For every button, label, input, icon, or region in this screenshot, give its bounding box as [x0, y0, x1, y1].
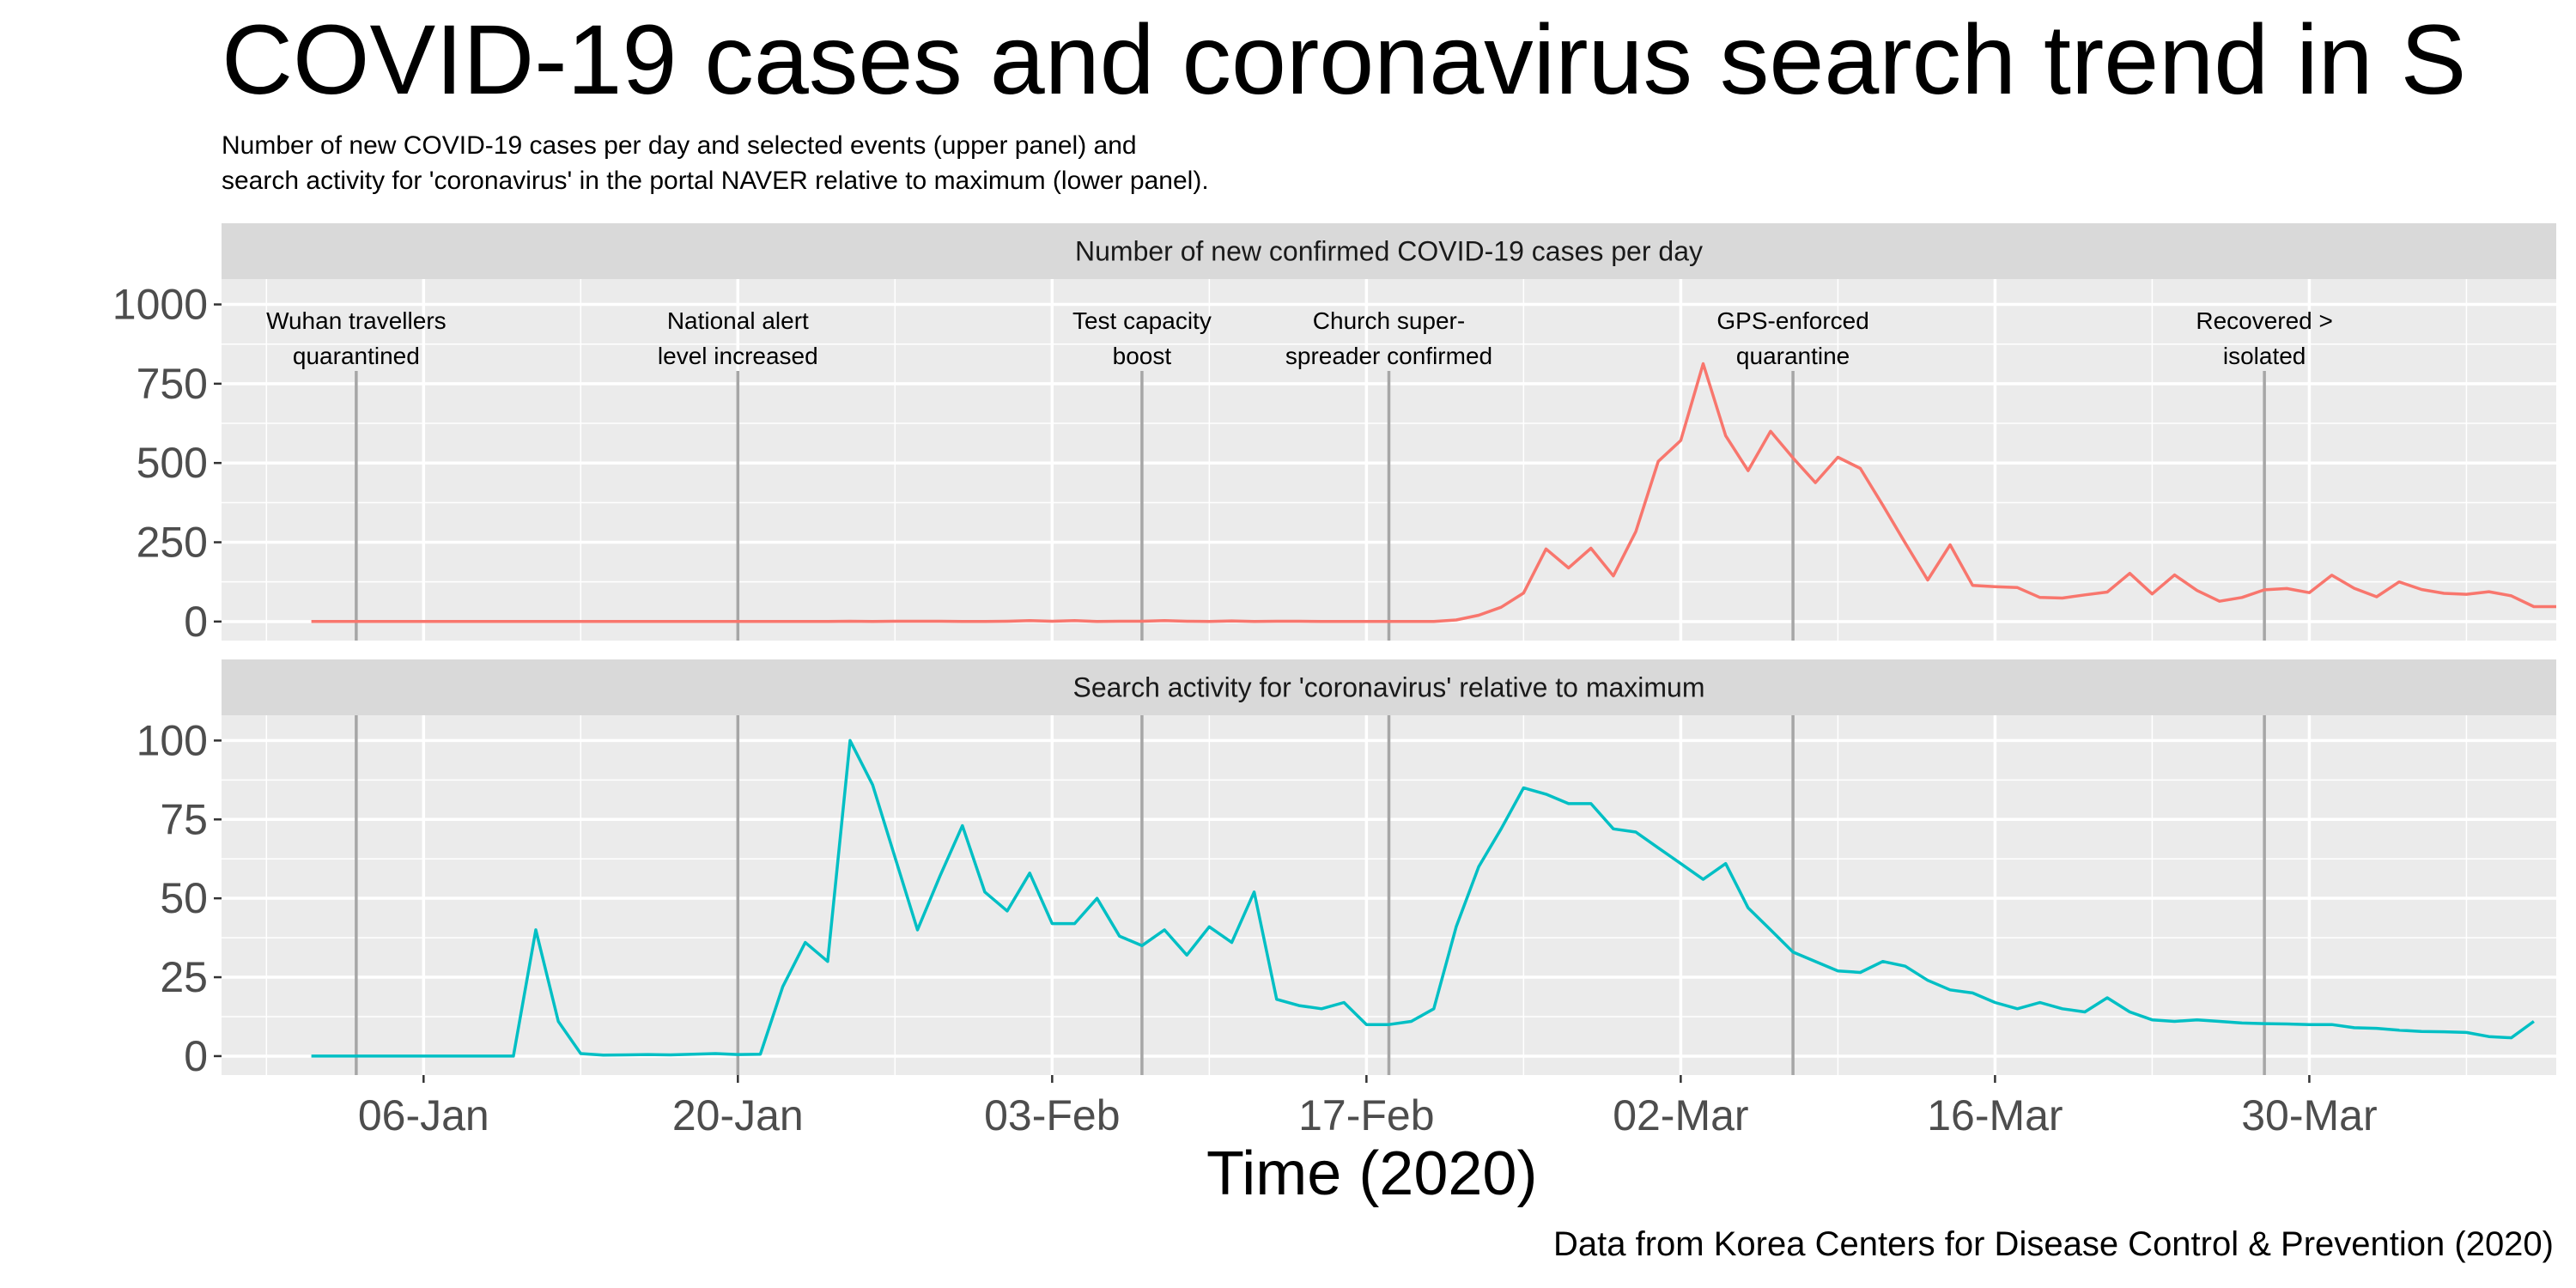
event-label-1-line-2: quarantined — [293, 343, 420, 369]
panel-1-y-tick-label: 750 — [137, 360, 208, 408]
panel-2-strip — [222, 659, 2556, 715]
event-label-6-line-2: isolated — [2223, 343, 2306, 369]
panel-2-y-tick-label: 50 — [160, 874, 208, 922]
x-tick-label-6: 16-Mar — [1927, 1091, 2063, 1139]
chart-caption: Data from Korea Centers for Disease Cont… — [1553, 1225, 2554, 1263]
event-label-3-line-1: Test capacity — [1072, 307, 1212, 334]
x-axis-label: Time (2020) — [1206, 1139, 1538, 1208]
chart-title: COVID-19 cases and coronavirus search tr… — [222, 5, 2467, 115]
panel-2-series-line — [311, 738, 2535, 1058]
x-tick-label-1: 06-Jan — [358, 1091, 489, 1139]
x-tick-label-7: 30-Mar — [2241, 1091, 2377, 1139]
panel-2-y-tick-label: 0 — [184, 1032, 208, 1080]
panel-1-y-tick-label: 500 — [137, 439, 208, 487]
event-label-3-line-2: boost — [1113, 343, 1172, 369]
event-label-5-line-1: GPS-enforced — [1716, 307, 1868, 334]
event-label-4-line-1: Church super- — [1313, 307, 1465, 334]
chart-subtitle-line-2: search activity for 'coronavirus' in the… — [222, 167, 1209, 195]
chart-subtitle-line-1: Number of new COVID-19 cases per day and… — [222, 131, 1137, 160]
event-label-6-line-1: Recovered > — [2196, 307, 2333, 334]
x-tick-label-2: 20-Jan — [672, 1091, 804, 1139]
x-tick-label-5: 02-Mar — [1613, 1091, 1748, 1139]
event-label-2-line-1: National alert — [667, 307, 809, 334]
event-label-1-line-1: Wuhan travellers — [266, 307, 447, 334]
panel-2-strip-label: Search activity for 'coronavirus' relati… — [1072, 672, 1704, 703]
panel-1-strip — [222, 223, 2556, 279]
panel-1-strip-label: Number of new confirmed COVID-19 cases p… — [1075, 236, 1703, 267]
panel-2-y-tick-label: 25 — [160, 953, 208, 1001]
panel-2-y-tick-label: 100 — [137, 716, 208, 764]
event-label-4-line-2: spreader confirmed — [1285, 343, 1492, 369]
panel-1-y-tick-label: 0 — [184, 598, 208, 646]
panel-1-y-tick-label: 250 — [137, 519, 208, 567]
event-label-2-line-2: level increased — [658, 343, 818, 369]
event-label-5-line-2: quarantine — [1736, 343, 1850, 369]
x-tick-label-3: 03-Feb — [984, 1091, 1120, 1139]
panel-1-y-tick-label: 1000 — [112, 281, 208, 329]
panel-2-y-tick-label: 75 — [160, 795, 208, 843]
panel-1-series-line — [311, 361, 2556, 623]
x-tick-label-4: 17-Feb — [1298, 1091, 1434, 1139]
